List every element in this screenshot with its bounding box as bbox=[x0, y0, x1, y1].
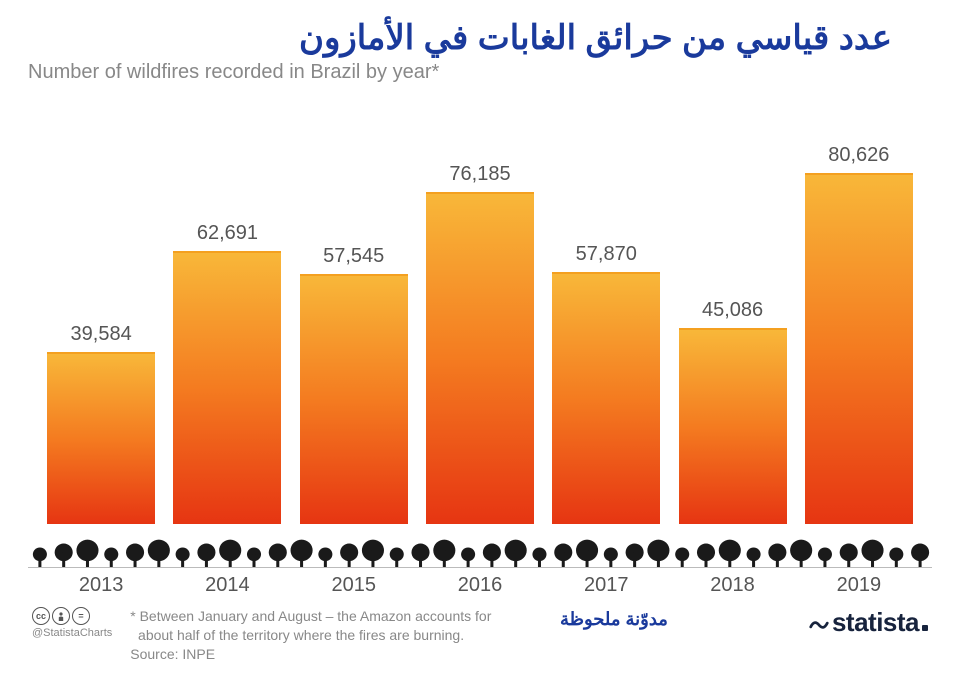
x-axis-label: 2019 bbox=[802, 574, 916, 597]
x-axis-label: 2017 bbox=[549, 574, 663, 597]
bar-group: 62,691 bbox=[170, 222, 284, 524]
bar-value-label: 62,691 bbox=[197, 222, 258, 245]
x-axis-label: 2018 bbox=[675, 574, 789, 597]
footer-source: Source: INPE bbox=[130, 646, 215, 662]
bar-value-label: 57,870 bbox=[576, 243, 637, 266]
footer-note: * Between January and August – the Amazo… bbox=[130, 607, 491, 664]
bar-group: 39,584 bbox=[44, 323, 158, 524]
bar-value-label: 80,626 bbox=[828, 144, 889, 167]
trees-icon bbox=[28, 524, 932, 567]
statista-logo-text: statista bbox=[832, 607, 919, 638]
bar-value-label: 76,185 bbox=[449, 163, 510, 186]
statista-logo: statista bbox=[808, 607, 928, 638]
chart-title-arabic: عدد قياسي من حرائق الغابات في الأمازون bbox=[28, 18, 932, 59]
cc-by-icon bbox=[52, 607, 70, 625]
statista-wave-icon bbox=[808, 612, 830, 634]
bar-group: 57,545 bbox=[297, 245, 411, 524]
cc-license-block: cc = @StatistaCharts bbox=[32, 607, 112, 639]
bar bbox=[47, 352, 155, 524]
footer-note-line1: * Between January and August – the Amazo… bbox=[130, 608, 491, 624]
footer-note-line2: about half of the territory where the fi… bbox=[138, 627, 464, 643]
bar-value-label: 39,584 bbox=[71, 323, 132, 346]
chart-footer: cc = @StatistaCharts * Between January a… bbox=[28, 607, 932, 664]
statista-handle: @StatistaCharts bbox=[32, 627, 112, 639]
cc-icon: cc bbox=[32, 607, 50, 625]
bar-group: 45,086 bbox=[675, 299, 789, 524]
blog-watermark: مدوّنة ملحوظة bbox=[560, 609, 668, 630]
bar-group: 57,870 bbox=[549, 243, 663, 524]
bar bbox=[805, 173, 913, 524]
x-axis-labels: 2013 2014 2015 2016 2017 2018 2019 bbox=[28, 568, 932, 597]
bar bbox=[552, 272, 660, 524]
x-axis-label: 2016 bbox=[423, 574, 537, 597]
bar bbox=[426, 192, 534, 524]
bar-group: 76,185 bbox=[423, 163, 537, 524]
chart-container: عدد قياسي من حرائق الغابات في الأمازون N… bbox=[0, 0, 960, 684]
cc-nd-icon: = bbox=[72, 607, 90, 625]
statista-logo-dot bbox=[922, 625, 928, 631]
bar-value-label: 57,545 bbox=[323, 245, 384, 268]
bars-wrapper: 39,584 62,691 57,545 76,185 57,870 45,086 80,6… bbox=[28, 114, 932, 525]
x-axis-label: 2015 bbox=[297, 574, 411, 597]
bar bbox=[173, 251, 281, 524]
x-axis-label: 2014 bbox=[170, 574, 284, 597]
chart-area: 39,584 62,691 57,545 76,185 57,870 45,086 80,6… bbox=[28, 114, 932, 598]
bar-group: 80,626 bbox=[802, 144, 916, 524]
bar bbox=[679, 328, 787, 524]
bar-value-label: 45,086 bbox=[702, 299, 763, 322]
chart-title-english: Number of wildfires recorded in Brazil b… bbox=[28, 61, 932, 84]
bar bbox=[300, 274, 408, 524]
tree-silhouette-row bbox=[28, 524, 932, 568]
x-axis-label: 2013 bbox=[44, 574, 158, 597]
footer-left: cc = @StatistaCharts * Between January a… bbox=[32, 607, 491, 664]
